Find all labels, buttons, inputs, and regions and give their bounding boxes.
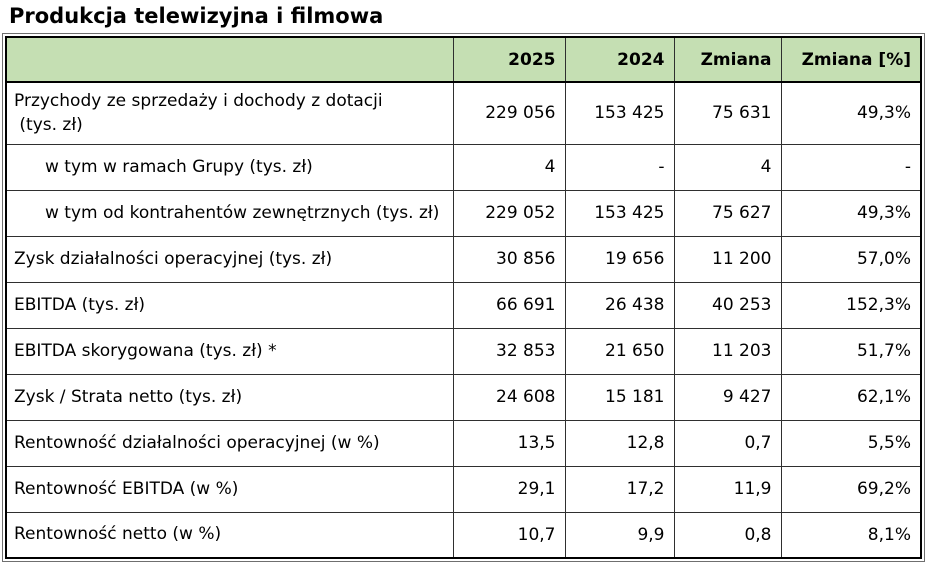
financial-table: 2025 2024 Zmiana Zmiana [%] Przychody ze… [5, 36, 922, 559]
value-2025: 29,1 [452, 465, 566, 513]
value-2024: 9,9 [564, 511, 675, 559]
metric-label: Rentowność EBITDA (w %) [5, 465, 454, 513]
header-cell-2024: 2024 [564, 36, 675, 83]
value-change-pct: 8,1% [780, 511, 922, 559]
value-2024: 19 656 [564, 235, 675, 283]
value-change-pct: 5,5% [780, 419, 922, 467]
metric-label: Rentowność netto (w %) [5, 511, 454, 559]
header-cell-empty [5, 36, 454, 83]
value-2025: 229 056 [452, 81, 566, 145]
table-header-row: 2025 2024 Zmiana Zmiana [%] [5, 36, 922, 83]
header-cell-2025: 2025 [452, 36, 566, 83]
value-change: 40 253 [673, 281, 782, 329]
table-row-net-profit: Zysk / Strata netto (tys. zł) 24 608 15 … [5, 373, 922, 421]
value-change: 11,9 [673, 465, 782, 513]
value-change: 75 627 [673, 189, 782, 237]
metric-label: Przychody ze sprzedaży i dochody z dotac… [5, 81, 454, 145]
value-2025: 229 052 [452, 189, 566, 237]
value-change: 11 200 [673, 235, 782, 283]
value-change: 11 203 [673, 327, 782, 375]
value-change: 0,8 [673, 511, 782, 559]
value-2025: 10,7 [452, 511, 566, 559]
value-2025: 30 856 [452, 235, 566, 283]
value-2024: - [564, 143, 675, 191]
value-change-pct: 69,2% [780, 465, 922, 513]
value-2024: 17,2 [564, 465, 675, 513]
table-row-net-margin: Rentowność netto (w %) 10,7 9,9 0,8 8,1% [5, 511, 922, 559]
table-row-revenue-external: w tym od kontrahentów zewnętrznych (tys.… [5, 189, 922, 237]
header-cell-change-pct: Zmiana [%] [780, 36, 922, 83]
value-change-pct: - [780, 143, 922, 191]
value-2025: 13,5 [452, 419, 566, 467]
value-change-pct: 49,3% [780, 81, 922, 145]
value-change-pct: 62,1% [780, 373, 922, 421]
value-change: 9 427 [673, 373, 782, 421]
table-row-ebitda: EBITDA (tys. zł) 66 691 26 438 40 253 15… [5, 281, 922, 329]
value-change: 0,7 [673, 419, 782, 467]
metric-label: w tym od kontrahentów zewnętrznych (tys.… [5, 189, 454, 237]
value-2025: 32 853 [452, 327, 566, 375]
value-change-pct: 51,7% [780, 327, 922, 375]
value-2025: 4 [452, 143, 566, 191]
value-2024: 21 650 [564, 327, 675, 375]
table-row-revenue: Przychody ze sprzedaży i dochody z dotac… [5, 81, 922, 145]
table-row-revenue-group: w tym w ramach Grupy (tys. zł) 4 - 4 - [5, 143, 922, 191]
header-cell-change: Zmiana [673, 36, 782, 83]
metric-label: EBITDA (tys. zł) [5, 281, 454, 329]
table-row-operating-margin: Rentowność działalności operacyjnej (w %… [5, 419, 922, 467]
value-2024: 26 438 [564, 281, 675, 329]
value-change: 75 631 [673, 81, 782, 145]
page-title: Produkcja telewizyjna i filmowa [9, 4, 384, 28]
value-change-pct: 57,0% [780, 235, 922, 283]
value-2024: 153 425 [564, 81, 675, 145]
metric-label: Rentowność działalności operacyjnej (w %… [5, 419, 454, 467]
value-change: 4 [673, 143, 782, 191]
table-row-ebitda-margin: Rentowność EBITDA (w %) 29,1 17,2 11,9 6… [5, 465, 922, 513]
table-row-operating-profit: Zysk działalności operacyjnej (tys. zł) … [5, 235, 922, 283]
value-2025: 66 691 [452, 281, 566, 329]
table-row-ebitda-adjusted: EBITDA skorygowana (tys. zł) * 32 853 21… [5, 327, 922, 375]
value-change-pct: 152,3% [780, 281, 922, 329]
value-2025: 24 608 [452, 373, 566, 421]
table-outer-frame: 2025 2024 Zmiana Zmiana [%] Przychody ze… [2, 33, 925, 562]
value-2024: 15 181 [564, 373, 675, 421]
value-2024: 12,8 [564, 419, 675, 467]
metric-label: w tym w ramach Grupy (tys. zł) [5, 143, 454, 191]
metric-label: Zysk / Strata netto (tys. zł) [5, 373, 454, 421]
metric-label: Zysk działalności operacyjnej (tys. zł) [5, 235, 454, 283]
value-change-pct: 49,3% [780, 189, 922, 237]
metric-label: EBITDA skorygowana (tys. zł) * [5, 327, 454, 375]
value-2024: 153 425 [564, 189, 675, 237]
